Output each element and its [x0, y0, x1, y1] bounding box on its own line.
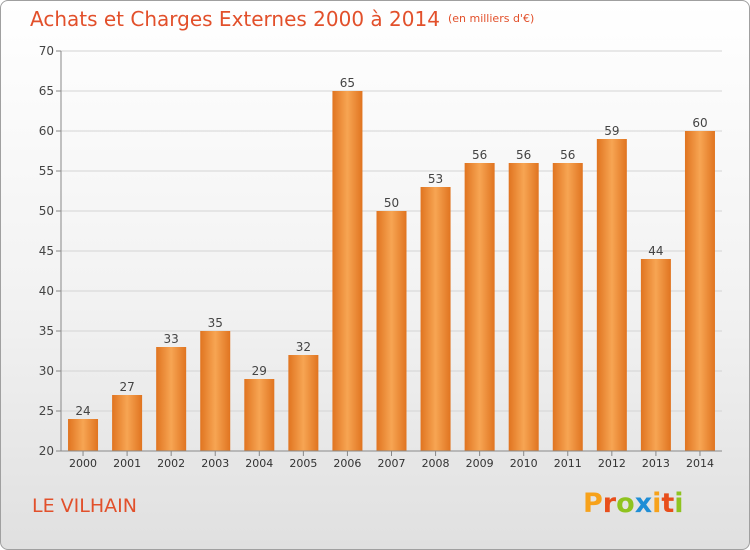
bar-2001 [112, 395, 143, 451]
logo-letter: i [674, 488, 684, 519]
x-tick-label: 2006 [333, 457, 361, 470]
bar-2000 [68, 419, 99, 451]
logo-letter: t [661, 488, 675, 519]
x-tick-label: 2001 [113, 457, 141, 470]
bar-2014 [684, 131, 715, 451]
data-label: 56 [560, 148, 575, 162]
data-label: 32 [296, 340, 311, 354]
data-label: 59 [604, 124, 619, 138]
chart-title: Achats et Charges Externes 2000 à 2014 (e… [30, 7, 535, 31]
y-tick-label: 35 [39, 324, 54, 338]
x-tick-label: 2002 [157, 457, 185, 470]
y-tick-label: 70 [39, 44, 54, 58]
bar-2009 [464, 163, 495, 451]
y-tick-label: 45 [39, 244, 54, 258]
y-tick-label: 55 [39, 164, 54, 178]
x-tick-label: 2013 [642, 457, 670, 470]
data-label: 56 [472, 148, 487, 162]
x-tick-label: 2009 [466, 457, 494, 470]
bar-2013 [640, 259, 671, 451]
x-tick-label: 2003 [201, 457, 229, 470]
data-label: 56 [516, 148, 531, 162]
data-label: 29 [252, 364, 267, 378]
data-label: 53 [428, 172, 443, 186]
x-tick-label: 2014 [686, 457, 714, 470]
logo-letter: x [634, 488, 653, 519]
data-label: 60 [692, 116, 707, 130]
bar-2004 [244, 379, 275, 451]
bar-2002 [156, 347, 187, 451]
logo-letter: r [602, 488, 617, 519]
data-label: 27 [119, 380, 134, 394]
x-tick-label: 2004 [245, 457, 273, 470]
bar-2012 [596, 139, 627, 451]
y-tick-label: 40 [39, 284, 54, 298]
data-label: 33 [164, 332, 179, 346]
data-label: 35 [208, 316, 223, 330]
y-tick-label: 50 [39, 204, 54, 218]
data-label: 50 [384, 196, 399, 210]
x-tick-label: 2007 [378, 457, 406, 470]
x-tick-label: 2008 [422, 457, 450, 470]
y-tick-label: 30 [39, 364, 54, 378]
location-name: LE VILHAIN [32, 495, 137, 517]
data-label: 24 [75, 404, 90, 418]
bar-2010 [508, 163, 539, 451]
y-tick-label: 65 [39, 84, 54, 98]
bar-2003 [200, 331, 231, 451]
y-tick-label: 25 [39, 404, 54, 418]
x-tick-label: 2011 [554, 457, 582, 470]
logo-letter: P [583, 488, 603, 519]
logo-letter: i [652, 488, 662, 519]
bar-2007 [376, 211, 407, 451]
bar-2006 [332, 91, 363, 451]
x-tick-label: 2010 [510, 457, 538, 470]
bar-2011 [552, 163, 583, 451]
data-label: 65 [340, 76, 355, 90]
bar-2008 [420, 187, 451, 451]
y-tick-label: 60 [39, 124, 54, 138]
y-tick-label: 20 [39, 444, 54, 458]
x-tick-label: 2005 [289, 457, 317, 470]
x-tick-label: 2000 [69, 457, 97, 470]
bar-2005 [288, 355, 319, 451]
logo-letter: o [616, 488, 635, 519]
unit-label: (en milliers d'€) [447, 12, 535, 25]
proxiti-logo: Proxiti [583, 488, 684, 519]
data-label: 44 [648, 244, 663, 258]
x-tick-label: 2012 [598, 457, 626, 470]
